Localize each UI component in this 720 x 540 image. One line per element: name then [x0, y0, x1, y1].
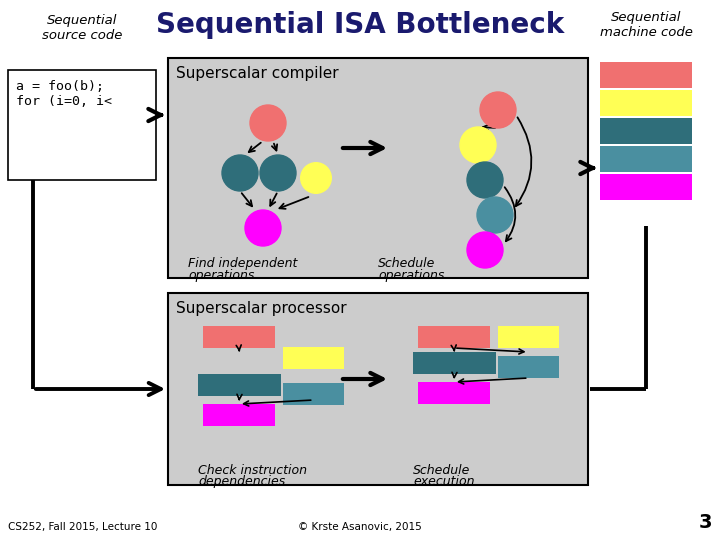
Text: Sequential
source code: Sequential source code — [42, 14, 122, 42]
Bar — [283, 347, 344, 369]
Text: operations: operations — [188, 269, 254, 282]
Text: Check instruction: Check instruction — [198, 464, 307, 477]
Bar — [418, 326, 490, 348]
Circle shape — [301, 163, 331, 193]
Text: Find independent: Find independent — [188, 257, 297, 270]
Circle shape — [222, 155, 258, 191]
Bar — [283, 383, 344, 405]
Circle shape — [260, 155, 296, 191]
Text: © Krste Asanovic, 2015: © Krste Asanovic, 2015 — [298, 522, 422, 532]
Bar — [413, 352, 496, 374]
Circle shape — [480, 92, 516, 128]
Text: Superscalar processor: Superscalar processor — [176, 301, 346, 316]
Text: Schedule: Schedule — [378, 257, 436, 270]
Bar — [168, 293, 588, 485]
Text: Sequential ISA Bottleneck: Sequential ISA Bottleneck — [156, 11, 564, 39]
Bar — [600, 62, 692, 88]
Text: execution: execution — [413, 475, 474, 488]
Text: CS252, Fall 2015, Lecture 10: CS252, Fall 2015, Lecture 10 — [8, 522, 158, 532]
Circle shape — [250, 105, 286, 141]
Circle shape — [467, 232, 503, 268]
Text: 3: 3 — [698, 513, 712, 532]
Circle shape — [477, 197, 513, 233]
Text: Superscalar compiler: Superscalar compiler — [176, 66, 338, 81]
Text: dependencies: dependencies — [198, 475, 285, 488]
Bar — [203, 404, 275, 426]
Bar — [168, 58, 588, 278]
Bar — [498, 356, 559, 378]
Bar — [8, 70, 156, 180]
Bar — [418, 382, 490, 404]
Circle shape — [460, 127, 496, 163]
Text: operations: operations — [378, 269, 444, 282]
Bar — [198, 374, 281, 396]
Circle shape — [467, 162, 503, 198]
Circle shape — [245, 210, 281, 246]
Bar — [498, 326, 559, 348]
Bar — [203, 326, 275, 348]
Text: Schedule: Schedule — [413, 464, 470, 477]
Text: a = foo(b);
for (i=0, i<: a = foo(b); for (i=0, i< — [16, 80, 112, 108]
Bar — [600, 90, 692, 116]
Bar — [600, 118, 692, 144]
Bar — [600, 146, 692, 172]
Bar — [600, 174, 692, 200]
Text: Sequential
machine code: Sequential machine code — [600, 11, 693, 39]
